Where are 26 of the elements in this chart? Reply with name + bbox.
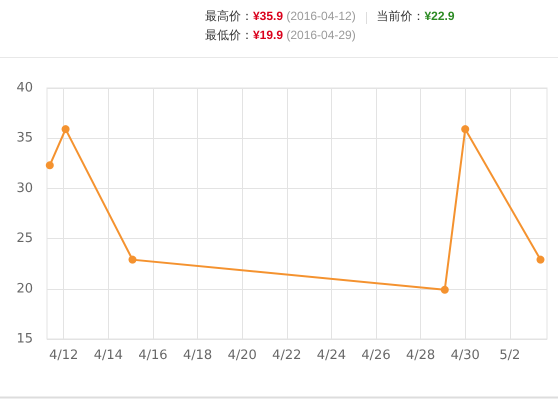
point — [46, 161, 54, 170]
x-tick-label: 4/20 — [228, 348, 257, 363]
x-tick-label: 4/12 — [49, 348, 78, 363]
text: 当前价：¥22.9 — [376, 9, 455, 23]
y-tick-label: 20 — [16, 281, 33, 296]
point — [62, 125, 70, 134]
x-tick-label: 4/26 — [361, 348, 391, 363]
y-tick-label: 30 — [16, 180, 33, 196]
x-tick-label: 4/22 — [272, 348, 302, 363]
text: 最高价：¥35.9 (2016-04-12) — [205, 9, 356, 23]
y-tick-label: 40 — [16, 80, 33, 96]
text: 最低价：¥19.9 (2016-04-29) — [205, 28, 356, 42]
x-tick-label: 4/14 — [94, 348, 123, 363]
x-tick-label: 4/18 — [182, 348, 212, 363]
y-tick-label: 25 — [16, 231, 33, 246]
y-tick-label: 15 — [16, 332, 33, 346]
point — [536, 256, 544, 264]
point — [440, 286, 449, 294]
x-tick-label: 4/28 — [406, 348, 436, 363]
x-tick-label: 4/16 — [138, 348, 168, 363]
x-tick-label: 5/2 — [499, 348, 520, 363]
x-tick-label: 4/30 — [450, 348, 480, 363]
x-tick-label: 4/24 — [316, 348, 346, 363]
y-tick-label: 35 — [16, 130, 33, 146]
point — [128, 256, 136, 264]
point — [461, 125, 470, 134]
